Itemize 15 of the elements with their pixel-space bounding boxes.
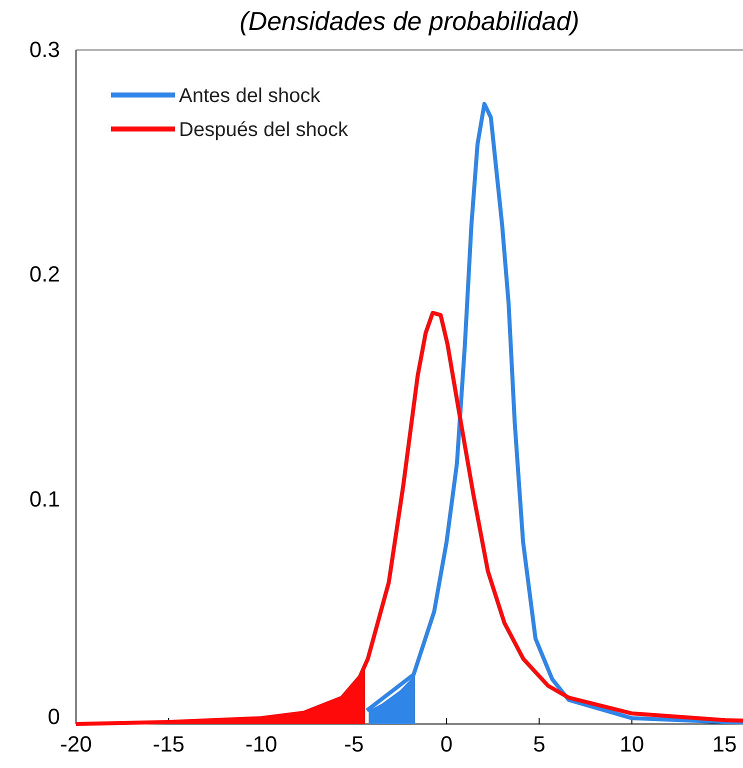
- legend-label: Después del shock: [179, 119, 349, 141]
- x-tick-label: 15: [712, 732, 737, 757]
- x-tick-label: 0: [440, 732, 453, 757]
- x-tick-label: -15: [152, 732, 185, 757]
- x-tick-label: -10: [245, 732, 278, 757]
- chart-subtitle: (Densidades de probabilidad): [240, 6, 580, 36]
- x-tick-label: -20: [60, 732, 92, 757]
- x-tick-label: 5: [533, 732, 546, 757]
- y-tick-label: 0: [48, 704, 60, 729]
- x-tick-label: 10: [620, 732, 644, 757]
- x-tick-label: -5: [344, 732, 364, 757]
- y-tick-label: 0.2: [29, 262, 60, 287]
- y-tick-label: 0.1: [29, 486, 60, 512]
- y-tick-label: 0.3: [29, 37, 60, 62]
- legend-label: Antes del shock: [179, 85, 322, 107]
